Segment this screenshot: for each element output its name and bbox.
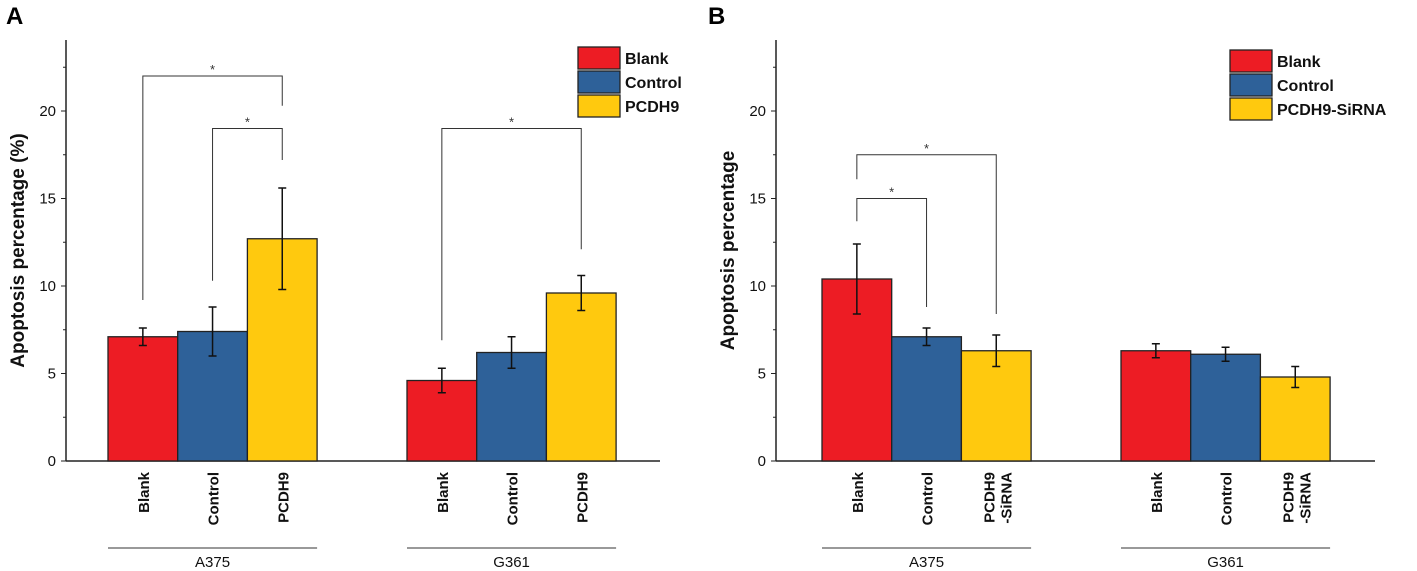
y-tick-label: 20 — [39, 103, 56, 120]
significance-star: * — [509, 115, 514, 130]
bar-G361-Blank — [406, 379, 478, 462]
x-tick-label-line: Control — [206, 472, 223, 525]
significance-bracket — [212, 128, 283, 281]
y-tick-label: 10 — [39, 278, 56, 295]
y-tick-label: 5 — [48, 366, 56, 383]
x-tick-label-line: Control — [920, 472, 937, 525]
legend-label: Control — [625, 75, 682, 92]
x-tick-label-line: PCDH9 — [981, 472, 998, 523]
panel-label: A — [6, 3, 23, 30]
x-tick-label: PCDH9-SiRNA — [1280, 472, 1314, 524]
x-tick-label: PCDH9 — [574, 472, 591, 523]
x-tick-label-line: Blank — [850, 471, 867, 513]
x-tick-label: PCDH9 — [275, 472, 292, 523]
x-tick-label: Control — [1219, 472, 1236, 525]
significance-bracket — [856, 198, 928, 307]
group-label: G361 — [493, 554, 530, 571]
x-tick-label-line: Control — [505, 472, 522, 525]
x-tick-label-line: -SiRNA — [1297, 472, 1314, 524]
significance-star: * — [245, 115, 250, 130]
bar-A375-Control — [891, 336, 963, 462]
legend-swatch — [577, 94, 621, 118]
x-tick-label-line: Blank — [136, 471, 153, 513]
significance-star: * — [889, 185, 894, 200]
y-tick-label: 0 — [48, 453, 56, 470]
y-tick-label: 15 — [39, 191, 56, 208]
legend-swatch — [1229, 49, 1273, 73]
x-tick-label: Control — [505, 472, 522, 525]
x-tick-label-line: -SiRNA — [998, 472, 1015, 524]
legend-label: Control — [1277, 78, 1334, 95]
legend-swatch — [577, 46, 621, 70]
x-tick-label: Control — [920, 472, 937, 525]
legend-swatch — [1229, 73, 1273, 97]
legend-label: PCDH9 — [625, 99, 679, 116]
y-tick-label: 5 — [758, 366, 766, 383]
bar-G361-Control — [476, 351, 548, 462]
x-tick-label-line: PCDH9 — [574, 472, 591, 523]
x-tick-label-line: Blank — [1149, 471, 1166, 513]
y-tick-label: 10 — [749, 278, 766, 295]
significance-bracket — [856, 154, 997, 314]
bar-G361-Blank — [1120, 350, 1192, 462]
legend-swatch — [577, 70, 621, 94]
legend-label: PCDH9-SiRNA — [1277, 102, 1387, 119]
x-tick-label: Blank — [435, 471, 452, 513]
y-axis-label: Apoptosis percentage (%) — [8, 133, 29, 367]
y-tick-label: 0 — [758, 453, 766, 470]
significance-star: * — [210, 62, 215, 77]
y-tick-label: 20 — [749, 103, 766, 120]
significance-bracket — [441, 128, 582, 341]
panel-label: B — [708, 3, 725, 30]
x-tick-label: Control — [206, 472, 223, 525]
legend-label: Blank — [625, 51, 669, 68]
legend-swatch — [1229, 97, 1273, 121]
x-tick-label: PCDH9-SiRNA — [981, 472, 1015, 524]
y-axis-label: Apoptosis percentage — [718, 151, 739, 351]
y-tick-label: 15 — [749, 191, 766, 208]
panel-A: A 0 5 10 15 20 Apoptosis percentage (%) Blank Co… — [6, 3, 682, 571]
significance-star: * — [924, 141, 929, 156]
x-tick-label-line: Blank — [435, 471, 452, 513]
bar-G361-Control — [1190, 353, 1262, 462]
group-label: A375 — [909, 554, 944, 571]
bar-G361-PCDH9-SiRNA — [1259, 376, 1331, 462]
x-tick-label: Blank — [850, 471, 867, 513]
panel-B: B 0 5 10 15 20 Apoptosis percentage Blank Contro… — [708, 3, 1387, 571]
legend-label: Blank — [1277, 54, 1321, 71]
x-tick-label-line: PCDH9 — [1280, 472, 1297, 523]
x-tick-label-line: PCDH9 — [275, 472, 292, 523]
x-tick-label-line: Control — [1219, 472, 1236, 525]
group-label: A375 — [195, 554, 230, 571]
x-tick-label: Blank — [1149, 471, 1166, 513]
group-label: G361 — [1207, 554, 1244, 571]
bar-G361-PCDH9 — [545, 292, 617, 462]
significance-bracket — [142, 75, 283, 300]
bar-A375-Blank — [107, 336, 179, 462]
bar-A375-PCDH9-SiRNA — [960, 350, 1032, 462]
x-tick-label: Blank — [136, 471, 153, 513]
